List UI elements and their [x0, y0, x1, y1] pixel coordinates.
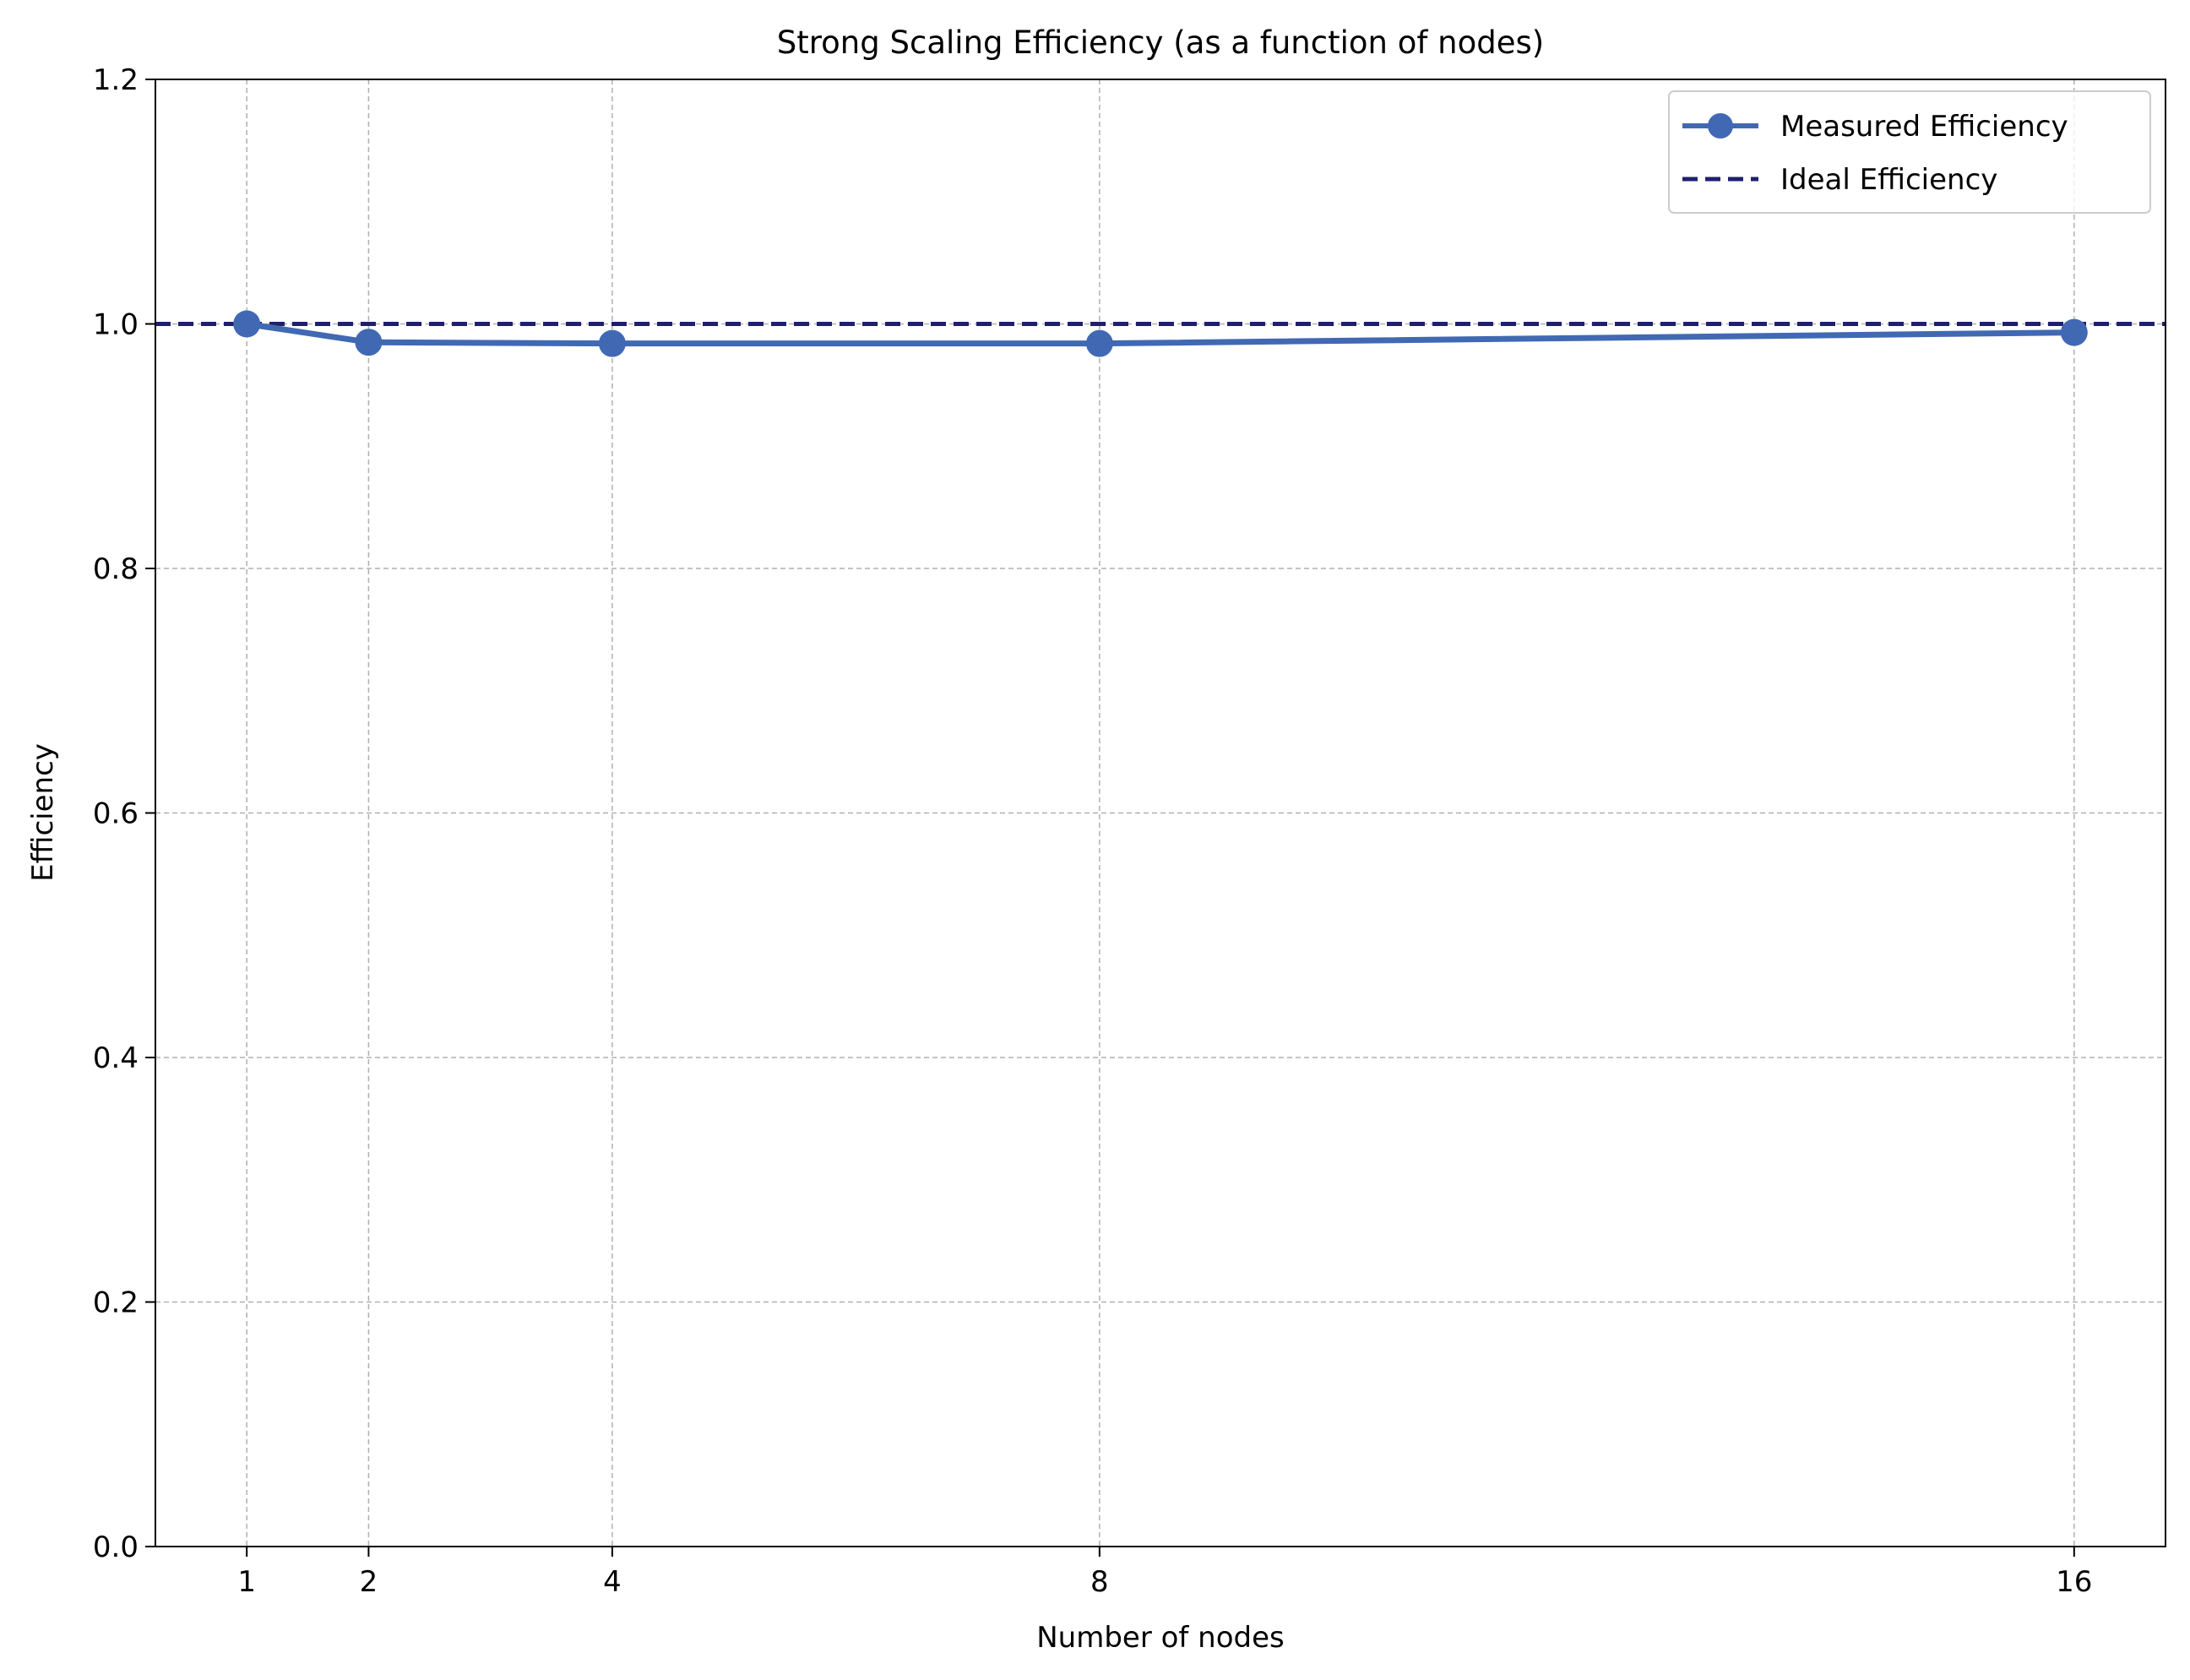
chart-title: Strong Scaling Efficiency (as a function…: [777, 24, 1544, 61]
measured-efficiency-point: [2060, 318, 2088, 346]
legend-box: [1668, 90, 2151, 214]
x-tick-label: 2: [360, 1565, 378, 1599]
x-tick-label: 4: [603, 1565, 622, 1599]
y-tick-label: 1.2: [93, 63, 139, 97]
legend-measured-marker-swatch: [1708, 113, 1733, 139]
y-tick-label: 1.0: [93, 308, 139, 342]
y-tick-label: 0.4: [93, 1041, 139, 1075]
y-tick-label: 0.0: [93, 1530, 139, 1564]
measured-efficiency-point: [355, 329, 383, 356]
legend: Measured Efficiency Ideal Efficiency: [1668, 90, 2151, 214]
measured-efficiency-series: [233, 310, 2088, 357]
x-tick-label: 8: [1090, 1565, 1109, 1599]
x-tick-label: 16: [2056, 1565, 2092, 1599]
legend-label-measured: Measured Efficiency: [1780, 110, 2068, 144]
y-axis-ticks: 0.0 0.2 0.4 0.6 0.8 1.0 1.2: [93, 63, 155, 1564]
y-tick-label: 0.2: [93, 1286, 139, 1320]
legend-label-ideal: Ideal Efficiency: [1780, 163, 1997, 197]
x-axis-label: Number of nodes: [1036, 1621, 1285, 1655]
measured-efficiency-point: [1085, 329, 1113, 357]
y-tick-label: 0.6: [93, 797, 139, 831]
y-axis-label: Efficiency: [26, 743, 60, 882]
measured-efficiency-point: [598, 329, 626, 357]
x-tick-label: 1: [237, 1565, 256, 1599]
y-tick-label: 0.8: [93, 552, 139, 586]
measured-efficiency-point: [233, 310, 261, 338]
x-axis-ticks: 1 2 4 8 16: [237, 1547, 2092, 1599]
